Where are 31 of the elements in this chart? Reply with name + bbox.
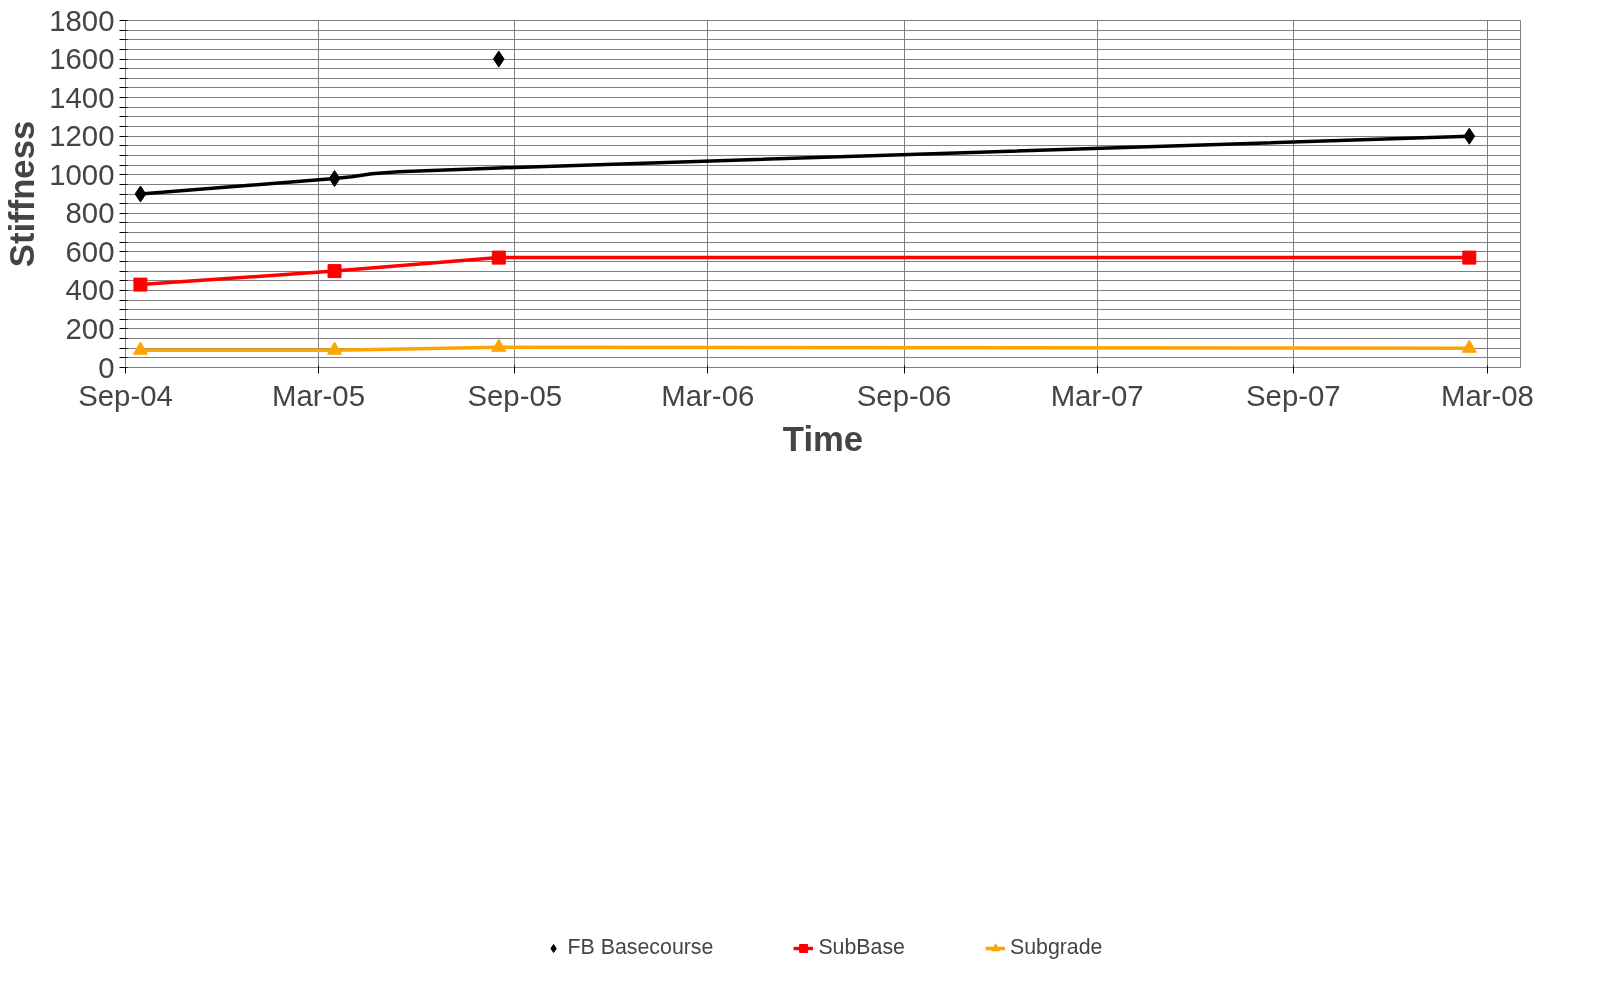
y-tick-label: 600 bbox=[65, 234, 115, 268]
y-tick-label: 1400 bbox=[49, 80, 115, 114]
y-tick-label: 1000 bbox=[49, 157, 115, 191]
y-tick-label: 1800 bbox=[49, 3, 115, 37]
point bbox=[1462, 250, 1477, 265]
legend-label: FB Basecourse bbox=[567, 935, 714, 960]
y-tick-label: 200 bbox=[65, 311, 115, 345]
x-tick-label: Sep-05 bbox=[467, 378, 563, 412]
y-tick-label: 1600 bbox=[49, 42, 115, 76]
y-axis-title: Stiffness bbox=[3, 120, 42, 268]
point bbox=[1463, 127, 1476, 145]
x-tick-label: Mar-05 bbox=[272, 378, 365, 412]
point bbox=[133, 277, 148, 292]
point bbox=[327, 264, 342, 279]
point bbox=[492, 50, 505, 68]
point bbox=[1461, 339, 1477, 353]
x-tick-label: Mar-07 bbox=[1050, 378, 1144, 412]
point bbox=[491, 338, 507, 352]
point bbox=[132, 341, 148, 355]
point bbox=[327, 341, 343, 355]
x-tick-label: Sep-06 bbox=[856, 378, 952, 412]
x-tick-label: Mar-08 bbox=[1440, 378, 1534, 412]
point bbox=[491, 250, 506, 265]
x-tick-label: Mar-06 bbox=[661, 378, 755, 412]
y-tick-label: 400 bbox=[65, 273, 115, 307]
x-axis-title: Time bbox=[782, 419, 864, 458]
x-tick-label: Sep-07 bbox=[1246, 378, 1341, 412]
y-tick-label: 1200 bbox=[49, 119, 115, 153]
legend-label: SubBase bbox=[818, 935, 905, 960]
y-tick-label: 800 bbox=[65, 196, 115, 230]
legend-label: Subgrade bbox=[1009, 935, 1103, 960]
